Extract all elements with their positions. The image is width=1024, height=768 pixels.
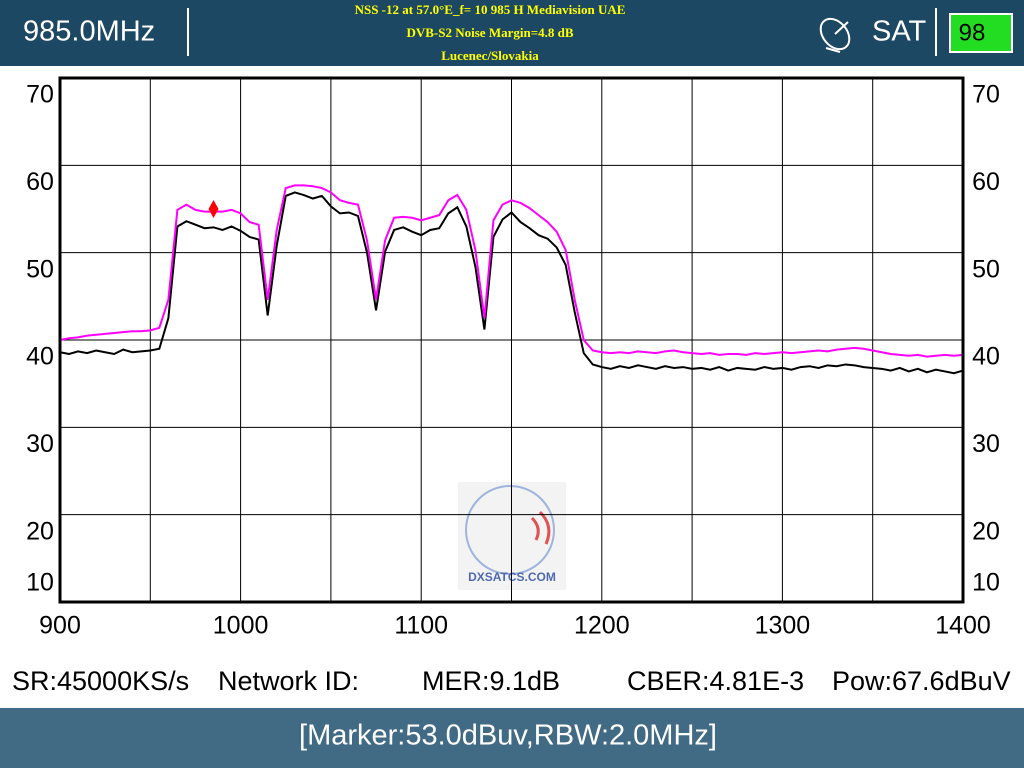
info-sr: SR:45000KS/s bbox=[12, 666, 189, 696]
dish-icon bbox=[819, 17, 851, 53]
y-tick-label-right: 10 bbox=[972, 569, 1000, 597]
marker bbox=[208, 200, 219, 218]
y-tick-label-right: 50 bbox=[972, 255, 1000, 283]
x-tick-label: 1200 bbox=[574, 612, 630, 640]
battery bbox=[949, 13, 1013, 53]
x-tick-label: 1100 bbox=[394, 612, 448, 640]
title-line: NSS -12 at 57.0°E_f= 10 985 H Mediavisio… bbox=[355, 2, 626, 17]
y-tick-label: 40 bbox=[26, 343, 54, 371]
y-tick-label-right: 40 bbox=[972, 343, 1000, 371]
trace bbox=[59, 191, 964, 375]
info-network: Network ID: bbox=[218, 666, 359, 696]
status-bar bbox=[0, 708, 1024, 768]
y-tick-label: 50 bbox=[26, 255, 54, 283]
mode: SAT bbox=[872, 16, 927, 48]
y-tick-label: 30 bbox=[26, 430, 54, 458]
info-power: Pow:67.6dBuV bbox=[832, 666, 1011, 696]
y-tick-label: 10 bbox=[26, 569, 54, 597]
y-tick-label: 60 bbox=[26, 168, 54, 196]
x-tick-label: 900 bbox=[39, 612, 81, 640]
y-tick-label-right: 30 bbox=[972, 430, 1000, 458]
info-mer: MER:9.1dB bbox=[422, 666, 560, 696]
title-line: DVB-S2 Noise Margin=4.8 dB bbox=[406, 25, 573, 40]
y-tick-label-right: 60 bbox=[972, 168, 1000, 196]
watermark-text: DXSATCS.COM bbox=[468, 570, 556, 584]
frequency: 985.0MHz bbox=[23, 16, 155, 48]
x-tick-label: 1000 bbox=[213, 612, 269, 640]
header-bar bbox=[0, 0, 1024, 66]
x-tick-label: 1300 bbox=[755, 612, 811, 640]
status-text: [Marker:53.0dBuv,RBW:2.0MHz] bbox=[299, 720, 717, 752]
y-tick-label: 20 bbox=[26, 517, 54, 545]
title-line: Lucenec/Slovakia bbox=[441, 48, 539, 63]
x-tick-label: 1400 bbox=[935, 612, 991, 640]
y-tick-label: 70 bbox=[26, 81, 54, 109]
info-cber: CBER:4.81E-3 bbox=[627, 666, 804, 696]
y-tick-label-right: 20 bbox=[972, 517, 1000, 545]
y-tick-label-right: 70 bbox=[972, 81, 1000, 109]
plot-frame bbox=[58, 76, 965, 604]
battery-level: 98 bbox=[959, 19, 986, 46]
